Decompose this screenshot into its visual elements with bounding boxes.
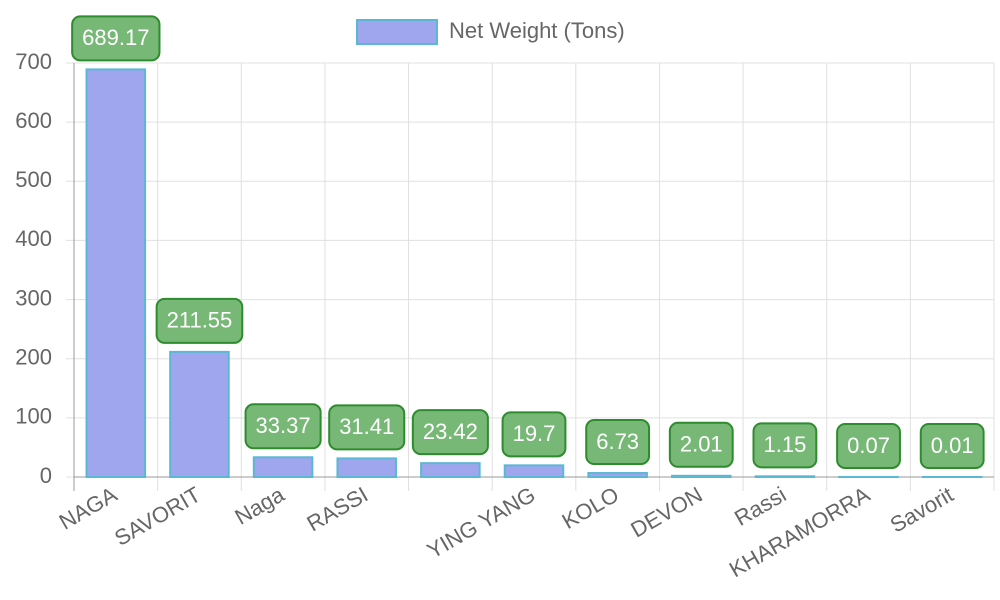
value-label: 33.37 [244, 403, 322, 450]
bar [336, 457, 398, 478]
value-label-text: 33.37 [256, 413, 311, 438]
bar [671, 474, 732, 478]
value-label-box [501, 411, 567, 458]
value-label-box [411, 409, 489, 456]
value-label-text: 1.15 [763, 432, 806, 457]
value-label-box [71, 15, 161, 62]
value-label-box [919, 422, 985, 469]
y-tick-label: 200 [15, 345, 52, 370]
y-tick-label: 500 [15, 167, 52, 192]
value-label: 0.07 [836, 422, 901, 469]
bar [420, 462, 481, 478]
value-label: 2.01 [668, 421, 734, 468]
legend-swatch [356, 19, 438, 45]
y-tick-label: 100 [15, 404, 52, 429]
bar [169, 350, 230, 479]
value-label-text: 2.01 [680, 432, 723, 457]
x-tick-label: Naga [230, 481, 289, 529]
x-tick-label: KHARAMORRA [725, 482, 874, 583]
y-tick-label: 400 [15, 226, 52, 251]
value-label: 31.41 [328, 404, 406, 451]
legend-label: Net Weight (Tons) [449, 18, 625, 43]
value-label: 1.15 [752, 422, 818, 469]
value-label: 211.55 [155, 297, 244, 344]
bar [85, 68, 147, 478]
value-label-text: 0.07 [847, 433, 890, 458]
value-label-text: 0.01 [931, 433, 974, 458]
x-tick-label: DEVON [626, 482, 706, 543]
y-tick-label: 600 [15, 108, 52, 133]
x-tick-label: RASSI [302, 482, 372, 537]
x-tick-label: YING YANG [423, 482, 540, 564]
x-tick-label: Savorit [886, 482, 958, 538]
value-label: 689.17 [71, 15, 161, 62]
value-label: 19.7 [501, 411, 567, 458]
value-label-box [585, 419, 651, 466]
x-tick-label: Rassi [730, 482, 790, 531]
value-label-text: 19.7 [513, 421, 556, 446]
value-label-box [328, 404, 406, 451]
value-label-box [244, 403, 322, 450]
value-label-text: 211.55 [167, 308, 233, 333]
value-label-box [668, 421, 734, 468]
value-label-box [752, 422, 818, 469]
value-label-text: 23.42 [423, 419, 478, 444]
bar [587, 472, 648, 478]
value-label: 6.73 [585, 419, 651, 466]
value-label: 0.01 [919, 422, 985, 469]
x-tick-label: KOLO [558, 482, 623, 534]
value-label-text: 6.73 [596, 429, 639, 454]
y-tick-label: 300 [15, 285, 52, 310]
y-tick-label: 0 [40, 463, 52, 488]
x-tick-label: NAGA [55, 482, 122, 535]
value-label-box [836, 422, 901, 469]
value-label-text: 689.17 [82, 25, 149, 50]
value-label-text: 31.41 [339, 414, 394, 439]
value-label: 23.42 [411, 409, 489, 456]
y-tick-label: 700 [15, 49, 52, 74]
bar [754, 475, 816, 478]
bar [252, 456, 314, 479]
bar [503, 464, 565, 478]
value-label-box [155, 297, 244, 344]
x-tick-label: SAVORIT [110, 482, 205, 551]
